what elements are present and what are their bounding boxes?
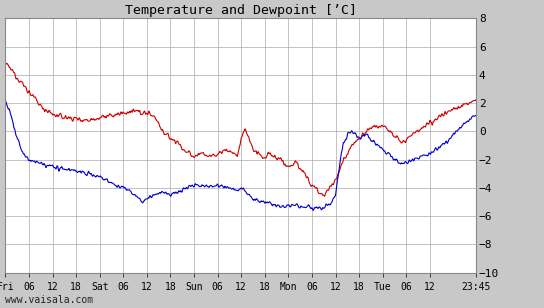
Title: Temperature and Dewpoint [’C]: Temperature and Dewpoint [’C]: [125, 4, 357, 17]
Text: www.vaisala.com: www.vaisala.com: [5, 295, 94, 305]
